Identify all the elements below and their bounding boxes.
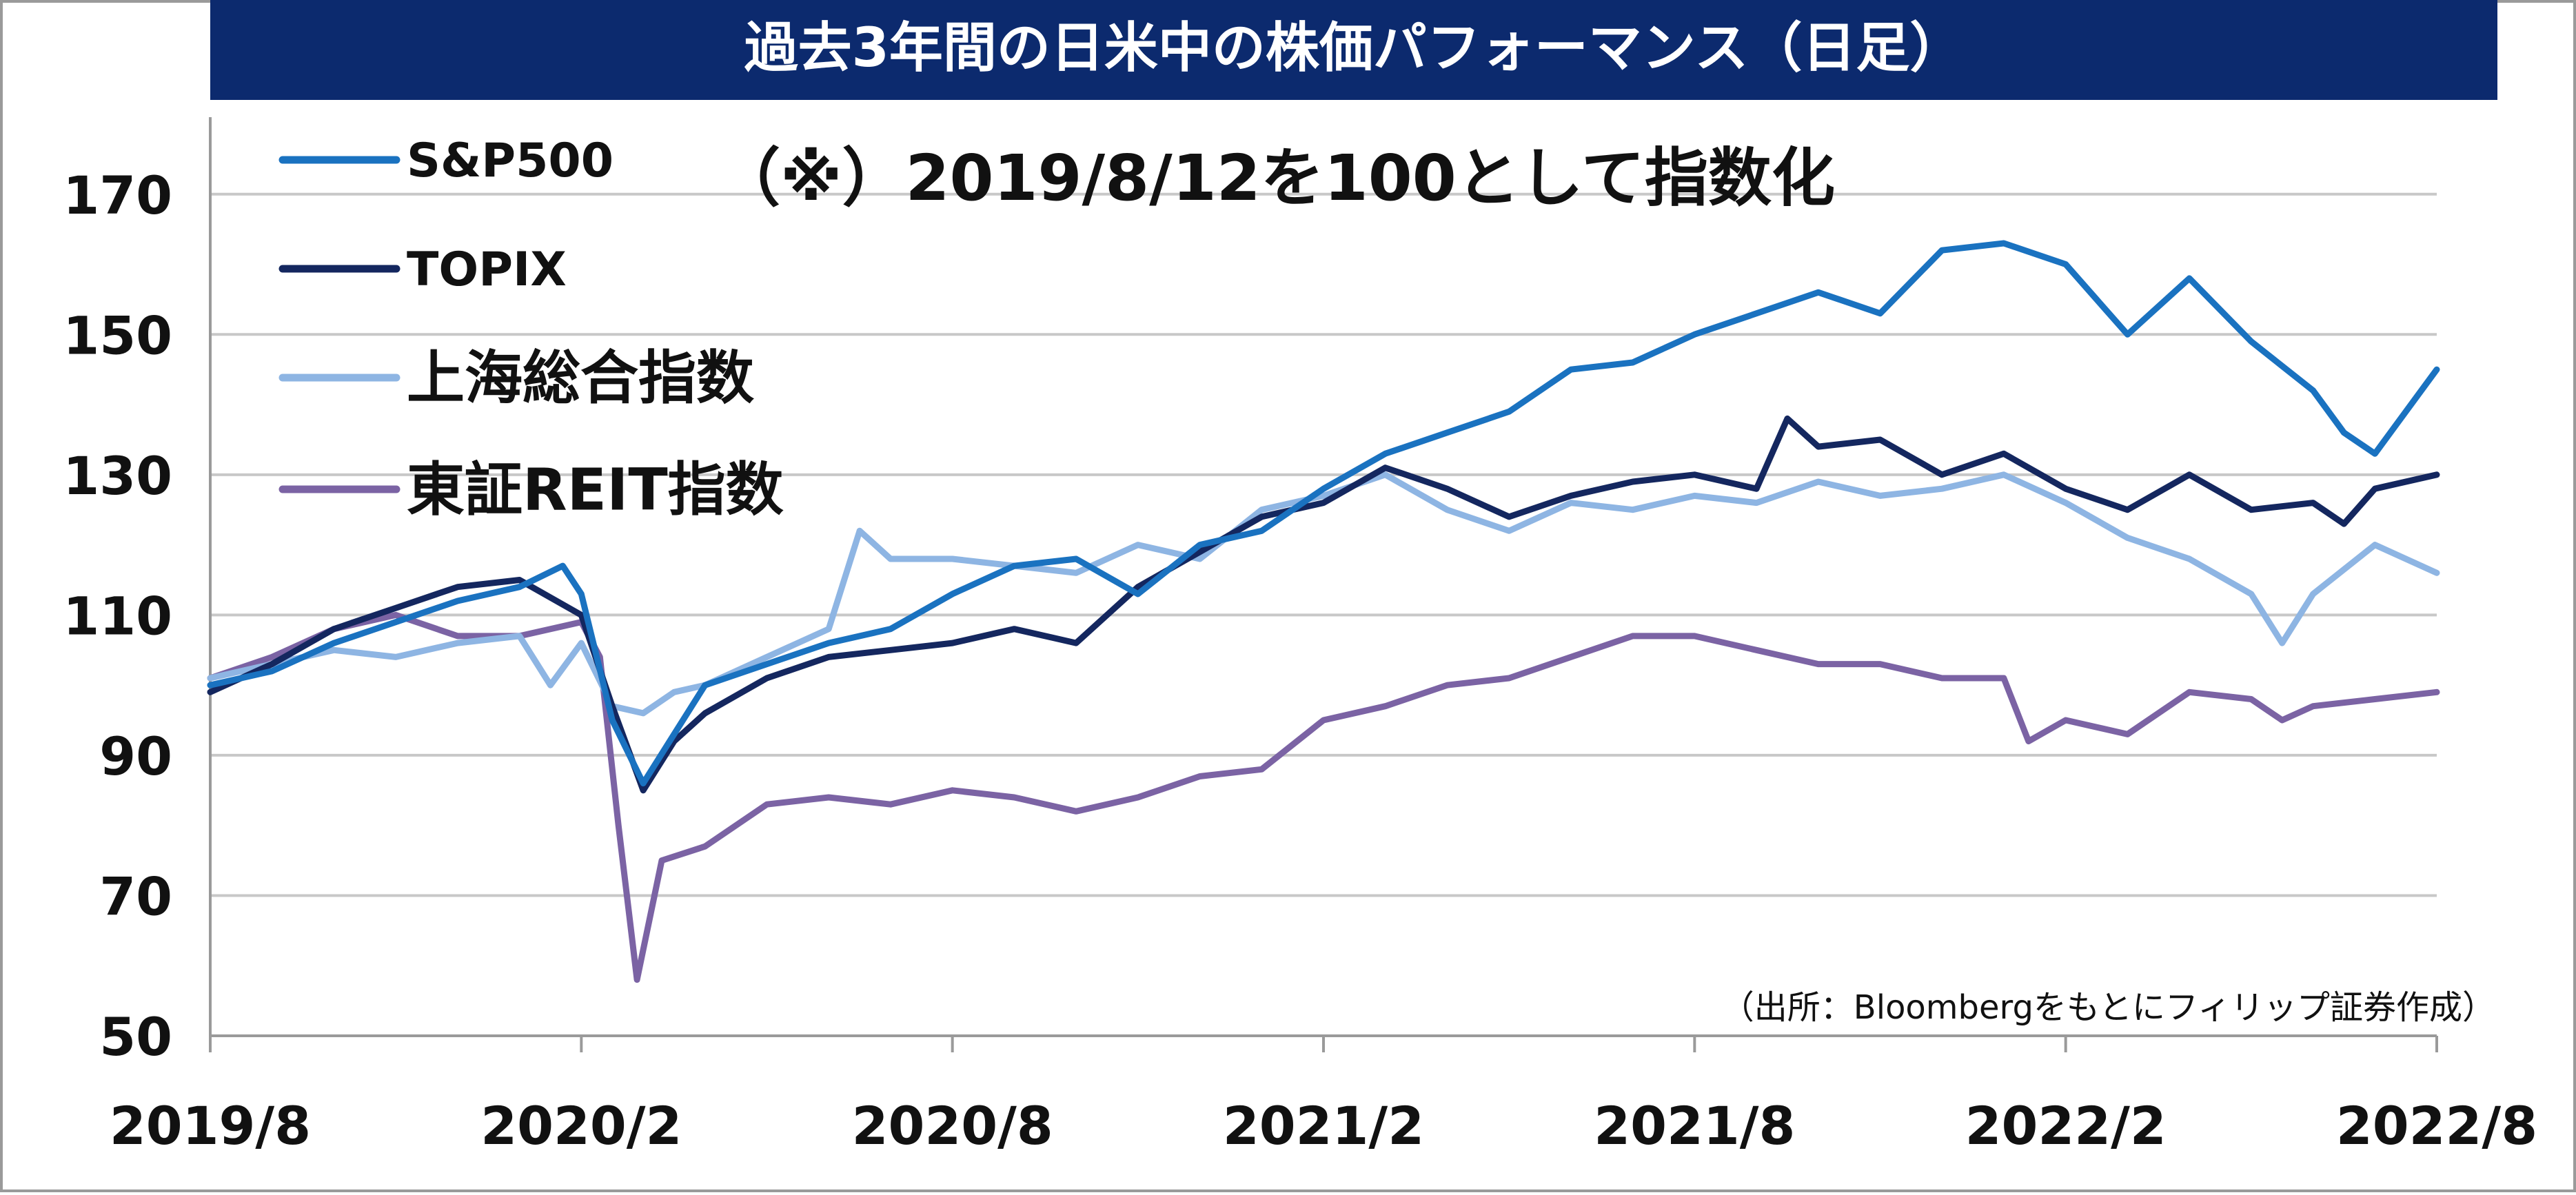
x-tick-label: 2020/8: [852, 1095, 1053, 1156]
legend-label-1: TOPIX: [407, 243, 567, 297]
x-tick-label: 2022/2: [1965, 1095, 2167, 1156]
legend-label-3: 東証REIT指数: [407, 456, 784, 523]
y-tick-label: 130: [63, 445, 172, 507]
chart-title: 過去3年間の日米中の株価パフォーマンス（日足）: [744, 17, 1964, 79]
x-tick-label: 2019/8: [110, 1095, 311, 1156]
axes: 50 70 90 110 130 150 170 2019/8 2020/2 2020/8 2021…: [63, 117, 2537, 1156]
series-lines: [207, 240, 2440, 983]
x-tick-label: 2021/8: [1594, 1095, 1795, 1156]
y-tick-label: 70: [99, 866, 172, 927]
y-tick-label: 170: [63, 165, 172, 226]
y-tick-label: 90: [99, 726, 172, 787]
x-tick-label: 2020/2: [480, 1095, 682, 1156]
y-tick-label: 150: [63, 305, 172, 366]
legend-label-2: 上海総合指数: [407, 344, 754, 411]
y-tick-label: 110: [63, 585, 172, 646]
legend-label-0: S&P500: [407, 134, 613, 188]
index-note: （※）2019/8/12を100として指数化: [717, 141, 1835, 215]
series-line-0: [207, 240, 2440, 787]
source-note: （出所：Bloombergをもとにフィリップ証券作成）: [1721, 988, 2495, 1027]
x-tick-label: 2021/2: [1223, 1095, 1424, 1156]
y-tick-label: 50: [99, 1006, 172, 1068]
gridlines: [210, 192, 2437, 897]
title-banner: [210, 0, 2497, 100]
x-tick-label: 2022/8: [2336, 1095, 2537, 1156]
